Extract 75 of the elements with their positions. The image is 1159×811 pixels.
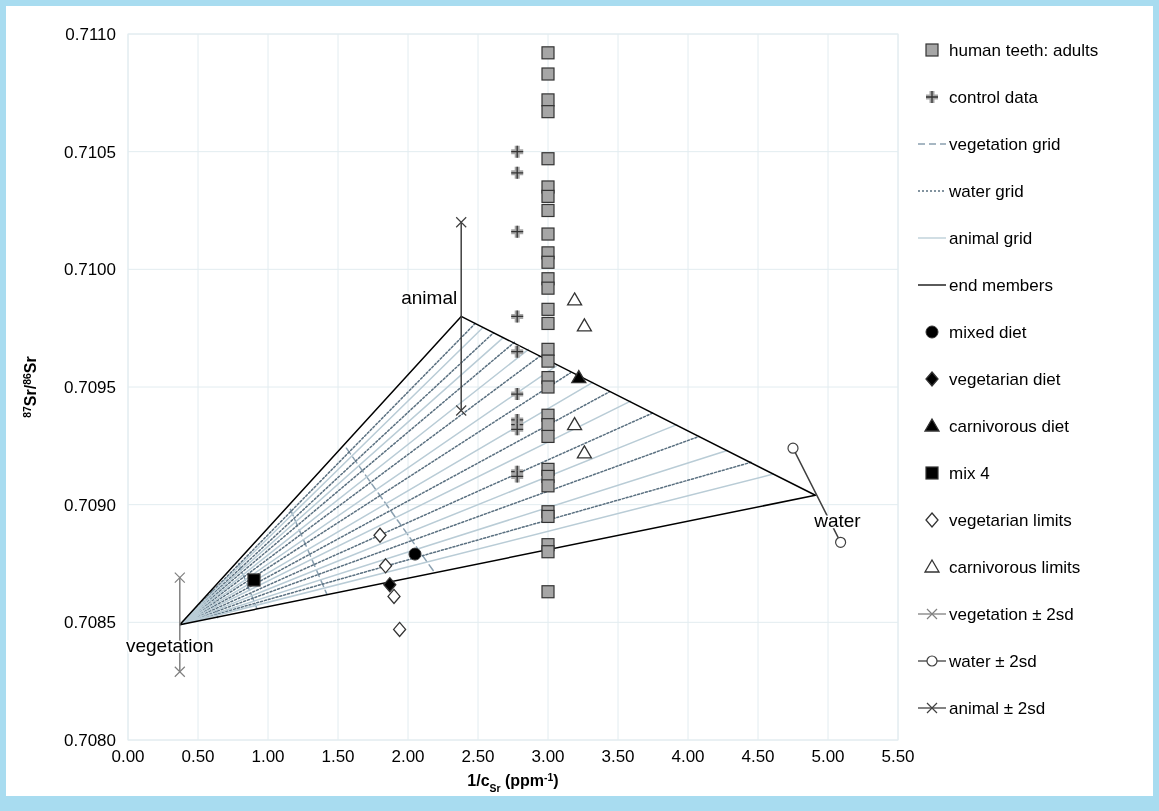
point bbox=[571, 369, 587, 384]
point bbox=[541, 152, 555, 166]
x-tick-label: 4.00 bbox=[671, 747, 705, 766]
point bbox=[541, 354, 555, 368]
legend-label: mixed diet bbox=[949, 323, 1027, 342]
legend-label: vegetation grid bbox=[949, 135, 1061, 154]
y-tick-label: 0.7105 bbox=[64, 142, 116, 162]
x-tick-label: 0.50 bbox=[181, 747, 215, 766]
legend-label: control data bbox=[949, 88, 1039, 107]
y-tick-label: 0.7090 bbox=[64, 495, 116, 515]
legend-label: water ± 2sd bbox=[948, 652, 1037, 671]
point bbox=[566, 292, 583, 306]
point bbox=[408, 547, 422, 561]
y-tick-label: 0.7100 bbox=[64, 260, 116, 280]
x-axis-title: 1/c$_{Sr}$ (ppm$^{-1}$) bbox=[467, 771, 559, 794]
point bbox=[541, 316, 555, 331]
legend-label: vegetarian diet bbox=[949, 370, 1061, 389]
x-tick-label: 4.50 bbox=[741, 747, 775, 766]
annotation: vegetation bbox=[125, 634, 214, 656]
point bbox=[541, 380, 555, 394]
point bbox=[378, 558, 393, 574]
legend-label: animal ± 2sd bbox=[949, 699, 1046, 718]
legend-label: vegetation ± 2sd bbox=[949, 605, 1074, 624]
point bbox=[174, 666, 186, 678]
point bbox=[576, 318, 593, 332]
point bbox=[541, 46, 555, 60]
legend-label: carnivorous diet bbox=[949, 417, 1070, 436]
x-tick-label: 5.50 bbox=[881, 747, 915, 766]
point bbox=[373, 527, 387, 543]
point bbox=[387, 588, 401, 605]
legend-label: animal grid bbox=[949, 229, 1033, 248]
legend-label: carnivorous limits bbox=[949, 558, 1081, 577]
point bbox=[455, 216, 467, 228]
point bbox=[541, 302, 555, 316]
point bbox=[541, 479, 555, 493]
point bbox=[541, 189, 555, 203]
y-tick-label: 0.7085 bbox=[64, 613, 116, 633]
point bbox=[541, 429, 555, 444]
x-tick-label: 5.00 bbox=[811, 747, 845, 766]
x-tick-label: 2.00 bbox=[391, 747, 425, 766]
point bbox=[541, 67, 555, 81]
point bbox=[541, 509, 555, 524]
legend-label: water grid bbox=[948, 182, 1024, 201]
y-tick-label: 0.7110 bbox=[65, 25, 116, 44]
y-tick-label: 0.7095 bbox=[64, 378, 116, 397]
x-tick-label: 2.50 bbox=[461, 747, 495, 766]
point bbox=[247, 573, 261, 587]
point bbox=[392, 621, 407, 638]
x-tick-label: 3.50 bbox=[601, 747, 635, 766]
x-tick-label: 3.00 bbox=[531, 747, 565, 766]
point bbox=[383, 577, 397, 593]
point bbox=[541, 227, 555, 241]
point bbox=[541, 255, 555, 269]
legend-label: vegetarian limits bbox=[949, 511, 1072, 530]
point bbox=[541, 281, 555, 295]
x-tick-label: 1.50 bbox=[321, 747, 355, 766]
point bbox=[541, 93, 555, 107]
y-tick-label: 0.7080 bbox=[64, 731, 116, 750]
legend-label: mix 4 bbox=[949, 464, 990, 483]
point bbox=[455, 404, 467, 417]
point bbox=[541, 585, 555, 599]
point bbox=[541, 203, 555, 218]
point bbox=[835, 536, 847, 548]
point bbox=[541, 418, 555, 432]
point bbox=[541, 545, 555, 559]
annotation: animal bbox=[401, 287, 458, 309]
point bbox=[566, 417, 583, 431]
point bbox=[174, 572, 186, 584]
point bbox=[787, 442, 799, 454]
x-tick-label: 1.00 bbox=[251, 747, 285, 766]
point bbox=[541, 105, 555, 119]
legend-label: human teeth: adults bbox=[949, 41, 1099, 60]
legend-label: end members bbox=[949, 276, 1053, 295]
point bbox=[576, 445, 593, 459]
x-tick-label: 0.00 bbox=[111, 747, 145, 766]
